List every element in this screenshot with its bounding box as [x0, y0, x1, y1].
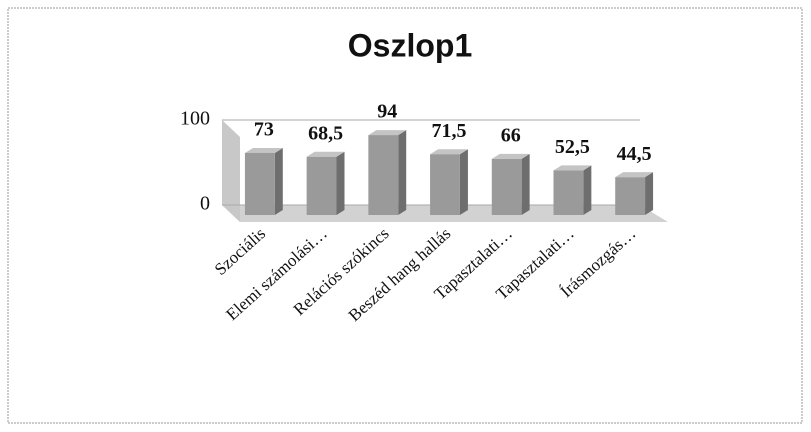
bar — [368, 135, 399, 215]
bar-side — [521, 153, 530, 215]
y-tick-label: 0 — [200, 193, 210, 215]
value-label: 73 — [254, 119, 274, 141]
bar-top — [430, 149, 468, 155]
bar — [430, 154, 460, 215]
bar — [244, 152, 275, 215]
value-label: 71,5 — [432, 120, 467, 142]
bar-side — [274, 147, 283, 215]
y-tick-label: 100 — [180, 108, 210, 130]
bar — [553, 170, 584, 215]
bar-top — [553, 165, 592, 171]
bar — [615, 177, 646, 215]
value-label: 52,5 — [555, 136, 590, 158]
bar-side — [459, 149, 468, 215]
bar — [306, 156, 337, 215]
value-label: 94 — [377, 101, 397, 123]
side-wall — [222, 120, 240, 222]
chart-title: Oszlop1 — [348, 27, 472, 63]
bar-top — [491, 153, 530, 159]
bar-side — [398, 130, 407, 215]
bar-top — [368, 130, 407, 136]
value-label: 68,5 — [308, 122, 343, 144]
bar-top — [615, 172, 654, 178]
bar-side — [583, 165, 592, 215]
value-label: 44,5 — [617, 143, 652, 165]
bar — [491, 158, 522, 215]
bar-side — [336, 151, 345, 215]
bar-side — [645, 172, 654, 215]
bar-top — [244, 147, 283, 153]
bar-top — [306, 151, 345, 157]
value-label: 66 — [501, 124, 521, 146]
